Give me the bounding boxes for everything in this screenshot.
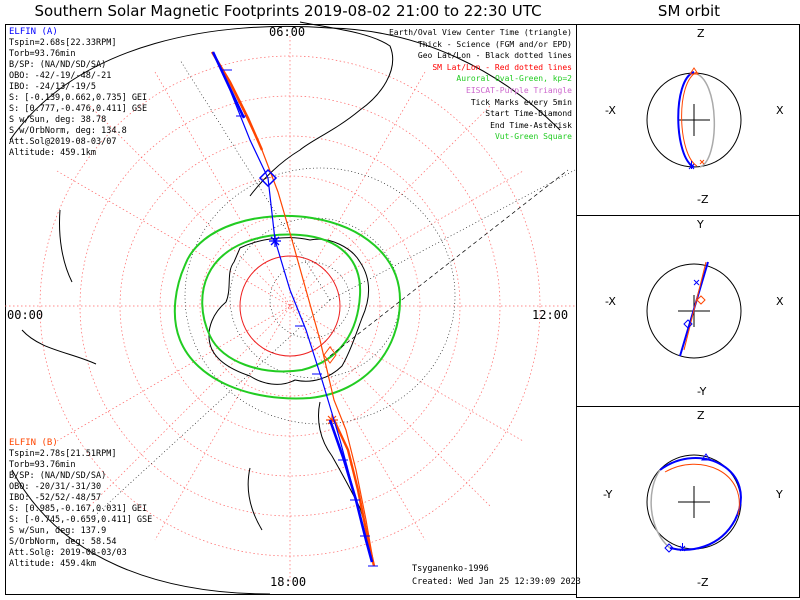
legend-entry: Vut-Green Square xyxy=(494,132,572,142)
legend-entry: Geo Lat/Lon - Black dotted lines xyxy=(417,51,572,61)
time-label-bottom: 18:00 xyxy=(270,575,307,589)
legend-entry: Start Time-Diamond xyxy=(485,109,572,119)
probe-a-line: Torb=93.76min xyxy=(9,49,76,59)
probe-a-line: S: [0.777,-0.476,0.411] GSE xyxy=(9,104,148,114)
legend-entry: EISCAT-Purple Triangle xyxy=(466,85,572,95)
legend-entry: Earth/Oval View Center Time (triangle) xyxy=(388,28,572,37)
probe-b-name: ELFIN (B) xyxy=(9,438,58,448)
antarctica-coastline xyxy=(21,21,394,563)
geo-meridian xyxy=(329,169,569,357)
credit-author: Tsyganenko-1996 xyxy=(412,564,489,574)
probe-b-line: S/OrbNorm, deg: 58.54 xyxy=(9,537,117,547)
plot-title: Southern Solar Magnetic Footprints 2019-… xyxy=(34,2,542,20)
probe-b-line: S: [-0.745,-0.659,0.411] GSE xyxy=(9,515,153,525)
orbit-xz-right: X xyxy=(776,104,784,117)
orbit-panel-xz xyxy=(646,67,742,170)
orbit-yz-right: Y xyxy=(776,488,783,501)
orbit-xz-left: -X xyxy=(605,104,616,117)
legend-entry: Tick Marks every 5min xyxy=(470,97,572,107)
probe-b-line: Altitude: 459.4km xyxy=(9,559,96,569)
probe-a-line: IBO: -24/13/-19/5 xyxy=(9,82,96,92)
orbit-panel-yz xyxy=(646,453,742,553)
orbit-xy-right: X xyxy=(776,295,784,308)
sm-pole-circle xyxy=(239,255,341,357)
orbit-xz-bottom: -Z xyxy=(697,193,709,206)
probe-a-line: B/SP: (NA/ND/SD/SA) xyxy=(9,60,107,70)
credit-created: Created: Wed Jan 25 12:39:09 2023 xyxy=(412,577,581,587)
sm-lat-grid xyxy=(5,36,577,584)
probe-a-name: ELFIN (A) xyxy=(9,27,58,37)
probe-a-line: OBO: -42/-19/-48/-21 xyxy=(9,71,112,81)
probe-b-line: Tspin=2.78s[21.51RPM] xyxy=(9,449,117,459)
legend-entry: Auroral Oval-Green, kp=2 xyxy=(456,74,572,84)
probe-a-ticks xyxy=(222,69,378,567)
probe-a-line: Att.Sol@2019-08-03/07 xyxy=(9,137,117,147)
probe-a-info: ELFIN (A) Tspin=2.68s[22.33RPM] Torb=93.… xyxy=(9,27,147,159)
probe-b-line: S: [0.985,-0.167,0.031] GEI xyxy=(9,504,148,514)
orbit-yz-left: -Y xyxy=(603,488,613,501)
probe-a-line: S w/OrbNorm, deg: 134.8 xyxy=(9,126,127,136)
probe-a-line: Tspin=2.68s[22.33RPM] xyxy=(9,38,117,48)
probe-a-line: S: [-0.139,0.662,0.735] GEI xyxy=(9,93,148,103)
probe-a-end-asterisk xyxy=(269,235,281,247)
orbit-title: SM orbit xyxy=(657,2,721,20)
time-label-left: 00:00 xyxy=(7,308,44,322)
probe-b-line: B/SP: (NA/ND/SD/SA) xyxy=(9,471,107,481)
probe-a-line: S w/Sun, deg: 38.78 xyxy=(9,115,107,125)
probe-b-info: ELFIN (B) Tspin=2.78s[21.51RPM] Torb=93.… xyxy=(9,438,152,570)
orbit-xy-top: Y xyxy=(697,218,704,231)
probe-a-line: Altitude: 459.1km xyxy=(9,148,96,158)
orbit-xz-top: Z xyxy=(697,27,705,40)
auroral-oval xyxy=(173,214,402,400)
time-label-right: 12:00 xyxy=(532,308,569,322)
probe-b-line: Torb=93.76min xyxy=(9,460,76,470)
time-label-top: 06:00 xyxy=(269,25,306,39)
probe-b-line: S w/Sun, deg: 137.9 xyxy=(9,526,107,536)
legend: Earth/Oval View Center Time (triangle) Th… xyxy=(389,27,572,143)
legend-entry: Thick - Science (FGM and/or EPD) xyxy=(417,39,572,49)
orbit-panel-xy xyxy=(646,261,742,359)
probe-b-line: OBO: -20/31/-31/30 xyxy=(9,482,102,492)
earth-globe xyxy=(9,25,561,595)
legend-entry: End Time-Asterisk xyxy=(490,120,572,130)
probe-a-track xyxy=(211,51,378,567)
orbit-xy-bottom: -Y xyxy=(697,385,707,398)
orbit-xy-left: -X xyxy=(605,295,616,308)
probe-b-line: IBO: -52/52/-48/57 xyxy=(9,493,102,503)
legend-entry: SM Lat/Lon - Red dotted lines xyxy=(432,62,572,72)
orbit-yz-top: Z xyxy=(697,409,705,422)
probe-b-start-diamond xyxy=(323,346,337,364)
probe-b-line: Att.Sol@: 2019-08-03/03 xyxy=(9,548,127,558)
probe-a-start-diamond xyxy=(258,168,278,188)
orbit-yz-bottom: -Z xyxy=(697,576,709,589)
